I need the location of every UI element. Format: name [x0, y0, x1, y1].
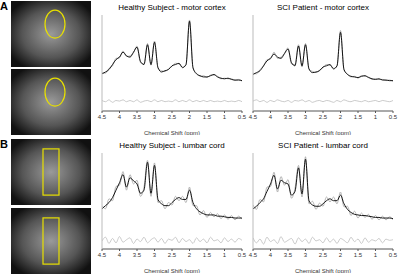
svg-text:1: 1: [374, 252, 378, 258]
svg-text:3.5: 3.5: [133, 252, 142, 258]
svg-text:3: 3: [304, 114, 308, 120]
html-text:SCI Patient - lumbar cord: SCI Patient - lumbar cord: [278, 141, 368, 150]
svg-text:2.5: 2.5: [168, 114, 177, 120]
svg-text:4: 4: [269, 252, 273, 258]
svg-text:2.5: 2.5: [319, 114, 328, 120]
svg-text:4.5: 4.5: [249, 114, 258, 120]
svg-text:0.5: 0.5: [238, 114, 247, 120]
svg-text:1.5: 1.5: [203, 252, 212, 258]
svg-text:3.5: 3.5: [133, 114, 142, 120]
svg-text:3: 3: [153, 114, 157, 120]
svg-text:4.5: 4.5: [249, 252, 258, 258]
svg-text:1.5: 1.5: [203, 114, 212, 120]
svg-text:3.5: 3.5: [284, 114, 293, 120]
svg-text:1: 1: [223, 114, 227, 120]
svg-text:3: 3: [304, 252, 308, 258]
html-text:A: A: [0, 0, 8, 12]
svg-text:2.5: 2.5: [319, 252, 328, 258]
html-text:SCI Patient - motor cortex: SCI Patient - motor cortex: [277, 3, 369, 12]
svg-text:2: 2: [188, 114, 192, 120]
svg-text:2: 2: [339, 252, 343, 258]
html-text:Healthy Subject - motor cortex: Healthy Subject - motor cortex: [118, 3, 226, 12]
svg-text:3.5: 3.5: [284, 252, 293, 258]
svg-text:Chemical Shift (ppm): Chemical Shift (ppm): [144, 130, 200, 135]
svg-text:1.5: 1.5: [354, 252, 363, 258]
html-text:B: B: [0, 138, 8, 150]
svg-text:0.5: 0.5: [389, 252, 398, 258]
svg-text:2: 2: [188, 252, 192, 258]
svg-text:4: 4: [118, 252, 122, 258]
svg-text:Chemical Shift (ppm): Chemical Shift (ppm): [144, 268, 200, 273]
svg-text:0.5: 0.5: [389, 114, 398, 120]
html-text:Healthy Subject - lumbar cord: Healthy Subject - lumbar cord: [119, 141, 225, 150]
svg-text:Chemical Shift (ppm): Chemical Shift (ppm): [295, 268, 351, 273]
svg-text:4.5: 4.5: [98, 114, 107, 120]
svg-text:0.5: 0.5: [238, 252, 247, 258]
svg-text:2: 2: [339, 114, 343, 120]
svg-text:1: 1: [223, 252, 227, 258]
svg-text:1: 1: [374, 114, 378, 120]
svg-text:4: 4: [269, 114, 273, 120]
svg-text:4.5: 4.5: [98, 252, 107, 258]
svg-text:1.5: 1.5: [354, 114, 363, 120]
svg-text:Chemical Shift (ppm): Chemical Shift (ppm): [295, 130, 351, 135]
svg-text:3: 3: [153, 252, 157, 258]
svg-text:4: 4: [118, 114, 122, 120]
svg-text:2.5: 2.5: [168, 252, 177, 258]
